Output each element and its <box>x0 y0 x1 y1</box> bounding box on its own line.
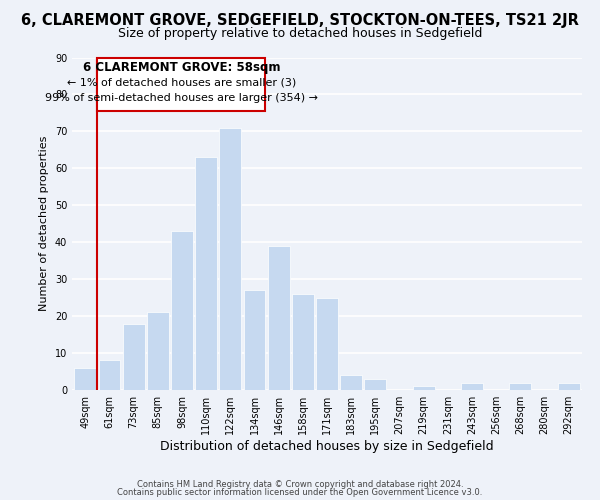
Bar <box>220 128 241 390</box>
Bar <box>316 298 338 390</box>
Bar <box>509 382 531 390</box>
Text: Contains HM Land Registry data © Crown copyright and database right 2024.: Contains HM Land Registry data © Crown c… <box>137 480 463 489</box>
Y-axis label: Number of detached properties: Number of detached properties <box>39 136 49 312</box>
Bar <box>292 294 314 390</box>
Bar <box>147 312 169 390</box>
Text: ← 1% of detached houses are smaller (3): ← 1% of detached houses are smaller (3) <box>67 78 296 88</box>
Text: 6 CLAREMONT GROVE: 58sqm: 6 CLAREMONT GROVE: 58sqm <box>83 62 280 74</box>
Bar <box>413 386 434 390</box>
Bar <box>123 324 145 390</box>
Text: Size of property relative to detached houses in Sedgefield: Size of property relative to detached ho… <box>118 28 482 40</box>
Bar <box>268 246 290 390</box>
Bar <box>244 290 265 390</box>
Bar <box>364 379 386 390</box>
Bar <box>340 375 362 390</box>
FancyBboxPatch shape <box>97 58 265 111</box>
Bar <box>195 157 217 390</box>
Bar <box>98 360 121 390</box>
Bar <box>461 382 483 390</box>
Text: Contains public sector information licensed under the Open Government Licence v3: Contains public sector information licen… <box>118 488 482 497</box>
Bar <box>74 368 96 390</box>
Text: 6, CLAREMONT GROVE, SEDGEFIELD, STOCKTON-ON-TEES, TS21 2JR: 6, CLAREMONT GROVE, SEDGEFIELD, STOCKTON… <box>21 12 579 28</box>
Bar <box>171 231 193 390</box>
X-axis label: Distribution of detached houses by size in Sedgefield: Distribution of detached houses by size … <box>160 440 494 453</box>
Text: 99% of semi-detached houses are larger (354) →: 99% of semi-detached houses are larger (… <box>45 93 318 103</box>
Bar <box>558 382 580 390</box>
